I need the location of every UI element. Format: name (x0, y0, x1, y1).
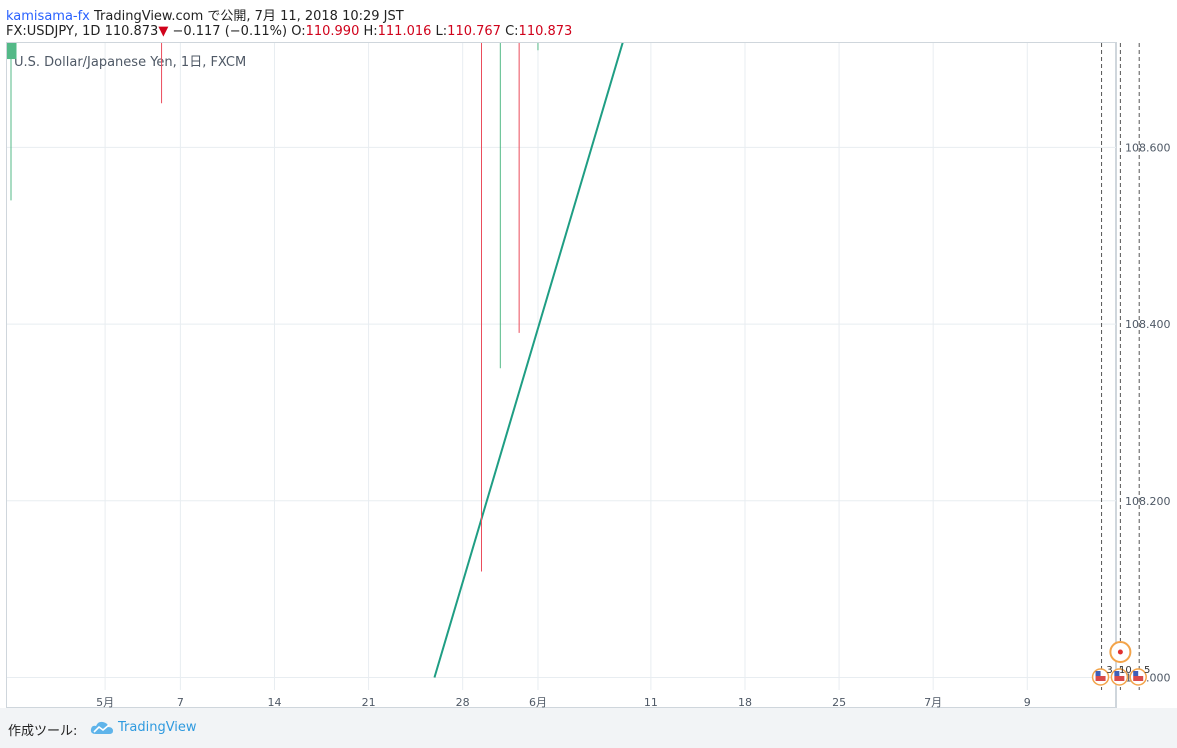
x-tick-label: 6月 (529, 696, 547, 708)
x-tick-label: 5月 (96, 696, 114, 708)
x-tick-label: 7月 (924, 696, 942, 708)
x-tick-label: 11 (644, 696, 658, 708)
y-tick-label: 108.600 (1125, 141, 1171, 154)
candle-body[interactable] (495, 0, 506, 15)
event-count: 3 (1106, 665, 1112, 676)
high-label: H: (363, 24, 378, 39)
x-tick-label: 25 (832, 696, 846, 708)
tradingview-logo-text: TradingView (118, 720, 197, 735)
tradingview-logo[interactable]: TradingView (90, 720, 197, 735)
x-tick-label: 9 (1024, 696, 1031, 708)
x-tick-label: 21 (362, 696, 376, 708)
candlestick-chart[interactable]: 108.000108.200108.400108.600108.800109.0… (0, 0, 1177, 708)
event-count: 10 (1119, 665, 1132, 676)
publish-info: kamisama-fx TradingView.com で公開, 7月 11, … (6, 5, 404, 24)
flag-canton (1133, 671, 1139, 676)
flag-stripe (1114, 676, 1125, 681)
publish-text: TradingView.com で公開, 7月 11, 2018 10:29 J… (94, 9, 404, 24)
close-label: C: (505, 24, 519, 39)
x-tick-label: 14 (267, 696, 281, 708)
close-value: 110.873 (518, 24, 573, 39)
price-axis-divider (1116, 42, 1117, 708)
x-tick-label: 28 (456, 696, 470, 708)
cloud-icon (90, 721, 113, 734)
event-marker-dot (1117, 649, 1123, 655)
low-value: 110.767 (447, 24, 501, 39)
chart-frame (6, 42, 1116, 708)
open-label: O: (291, 24, 306, 39)
y-tick-label: 108.200 (1125, 495, 1171, 508)
chart-title: U.S. Dollar/Japanese Yen, 1日, FXCM (14, 55, 246, 70)
footer-label: 作成ツール: (8, 724, 78, 739)
footer-bar: 作成ツール: TradingView (0, 708, 1177, 748)
down-arrow-icon: ▼ (158, 24, 169, 39)
flag-stripe (1133, 676, 1144, 681)
flag-stripe (1095, 676, 1106, 681)
ohlc-legend: FX:USDJPY, 1D 110.873▼ −0.117 (−0.11%) O… (6, 24, 572, 39)
author-name[interactable]: kamisama-fx (6, 9, 90, 24)
flag-canton (1095, 671, 1101, 676)
trend-line[interactable] (433, 0, 1149, 678)
symbol-label: FX:USDJPY, 1D (6, 24, 101, 39)
low-label: L: (435, 24, 448, 39)
flag-canton (1114, 671, 1120, 676)
open-value: 110.990 (305, 24, 360, 39)
x-tick-label: 18 (738, 696, 752, 708)
high-value: 111.016 (377, 24, 432, 39)
event-count: 5 (1144, 665, 1150, 676)
y-tick-label: 108.400 (1125, 318, 1171, 331)
last-price: 110.873 (104, 24, 159, 39)
candle-body[interactable] (476, 0, 487, 15)
candle-body[interactable] (6, 0, 17, 60)
x-tick-label: 7 (177, 696, 184, 708)
price-change: −0.117 (−0.11%) (172, 24, 288, 39)
